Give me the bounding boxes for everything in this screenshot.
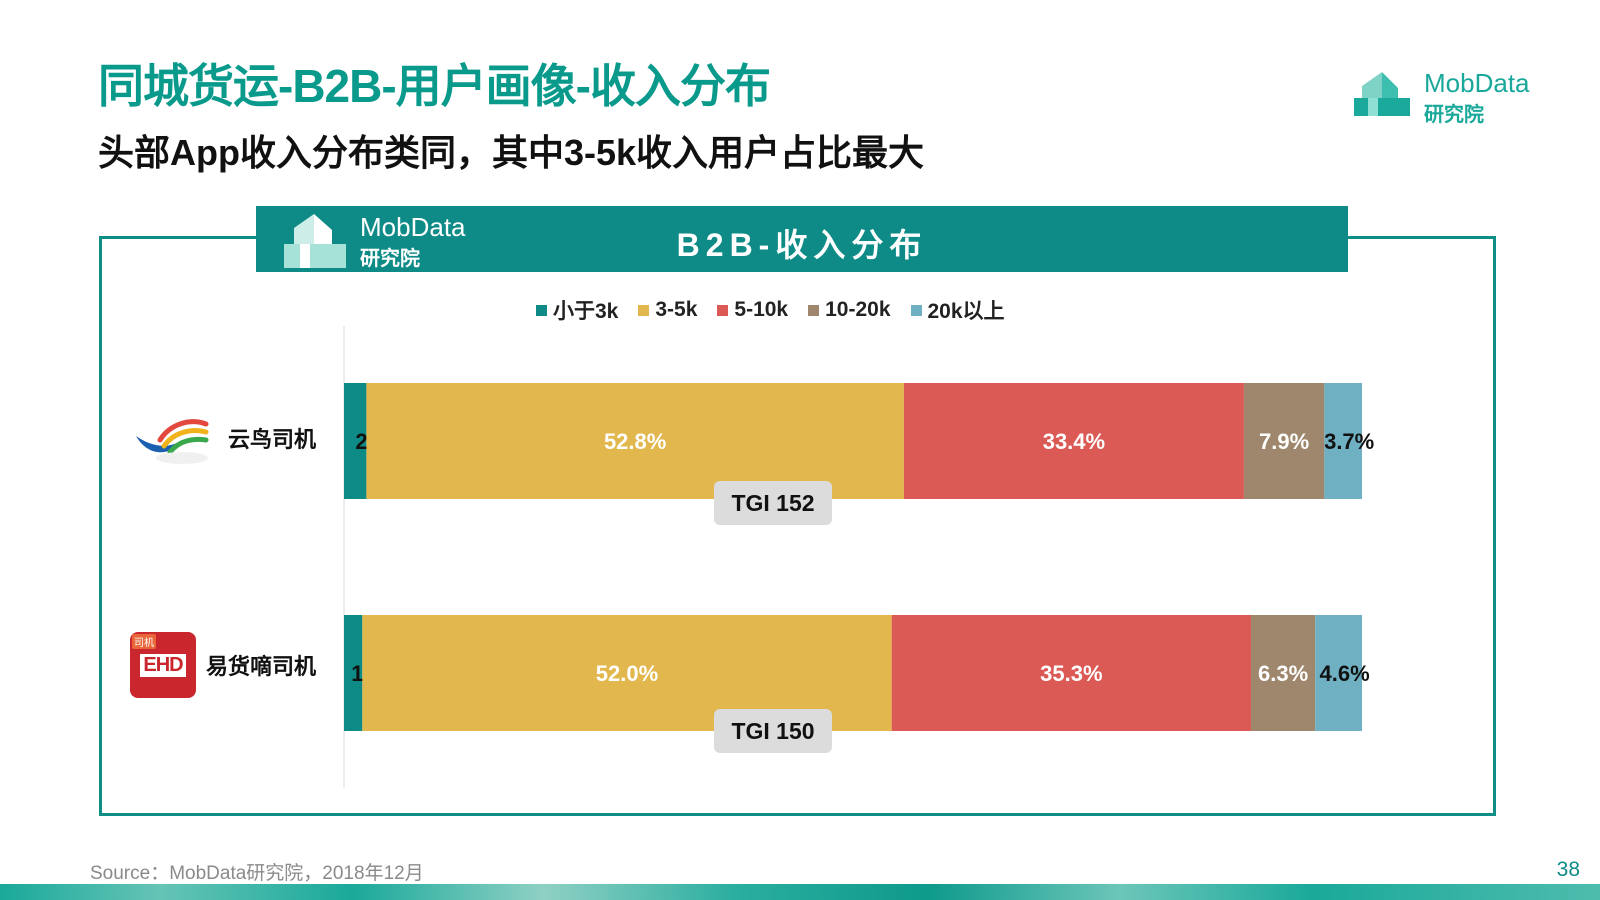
- mobdata-logo-icon: [1354, 72, 1410, 116]
- bar-segment-0-1: [366, 383, 904, 499]
- legend-swatch-5-10k: [717, 304, 729, 316]
- chart-header-logo: [284, 210, 504, 270]
- chart-header-logo-icon: [284, 214, 346, 268]
- legend-label-gt20k: 20k以上: [927, 300, 1005, 323]
- app-name-yunniao: 云鸟司机: [228, 427, 317, 452]
- page-title: 同城货运-B2B-用户画像-收入分布: [98, 60, 771, 112]
- data-label-0-2: 33.4%: [1043, 429, 1105, 454]
- legend-label-5-10k: 5-10k: [734, 298, 789, 321]
- ehd-icon-badge: 司机: [132, 634, 156, 649]
- data-label-1-1: 52.0%: [596, 661, 658, 686]
- chart-legend: 小于3k 3-5k 5-10k 10-20k 20k以上: [536, 296, 1005, 324]
- legend-item-gt20k: 20k以上: [910, 295, 1005, 325]
- tgi-badge-ehd: TGI 150: [714, 709, 832, 753]
- page-subtitle: 头部App收入分布类同，其中3-5k收入用户占比最大: [98, 132, 925, 173]
- yunniao-bird-icon: [136, 419, 209, 464]
- data-label-1-3: 6.3%: [1258, 661, 1308, 686]
- ehd-icon-text: EHD: [140, 653, 186, 677]
- data-label-1-2: 35.3%: [1040, 661, 1102, 686]
- legend-swatch-lt3k: [536, 304, 547, 316]
- bar-segment-0-0: [344, 383, 367, 499]
- bar-segment-1-0: [344, 615, 363, 731]
- bottom-decor-strip: [0, 884, 1600, 900]
- app-name-ehd: 易货嘀司机: [206, 654, 317, 679]
- legend-item-5-10k: 5-10k: [717, 298, 788, 322]
- legend-label-3-5k: 3-5k: [655, 298, 698, 321]
- tgi-badge-yunniao: TGI 152: [714, 481, 832, 525]
- data-label-0-1: 52.8%: [604, 429, 666, 454]
- logo-brand: MobData: [1424, 68, 1530, 98]
- bar-segment-1-4: [1315, 615, 1362, 731]
- page-number: 38: [1556, 858, 1580, 881]
- app-row-ehd: 司机 EHD 易货嘀司机: [130, 632, 316, 698]
- bar-segment-1-3: [1251, 615, 1316, 731]
- bar-segment-0-3: [1243, 383, 1325, 499]
- source-note: Source：MobData研究院，2018年12月: [90, 863, 424, 884]
- chart-header-brand-sub: 研究院: [360, 248, 420, 270]
- legend-label-lt3k: 小于3k: [553, 300, 619, 323]
- data-label-0-3: 7.9%: [1259, 429, 1309, 454]
- ehd-icon: 司机 EHD: [130, 632, 196, 698]
- legend-swatch-10-20k: [808, 304, 820, 316]
- legend-label-10-20k: 10-20k: [825, 298, 891, 321]
- legend-swatch-gt20k: [910, 304, 922, 316]
- chart-title: B2B-收入分布: [676, 227, 928, 263]
- legend-item-lt3k: 小于3k: [536, 295, 618, 325]
- logo-sub: 研究院: [1424, 104, 1484, 126]
- legend-item-3-5k: 3-5k: [638, 298, 697, 322]
- chart-header-brand: MobData: [360, 212, 466, 242]
- legend-swatch-3-5k: [638, 304, 650, 316]
- data-label-1-4: 4.6%: [1320, 661, 1370, 686]
- bar-segment-0-4: [1324, 383, 1362, 499]
- chart-header: MobData 研究院 B2B-收入分布: [256, 206, 1348, 272]
- app-row-yunniao: 云鸟司机: [130, 410, 316, 466]
- bar-segment-1-2: [891, 615, 1252, 731]
- mobdata-logo: MobData 研究院: [1354, 64, 1554, 126]
- data-label-0-4: 3.7%: [1324, 429, 1374, 454]
- bar-segment-0-2: [903, 383, 1244, 499]
- legend-item-10-20k: 10-20k: [808, 298, 891, 322]
